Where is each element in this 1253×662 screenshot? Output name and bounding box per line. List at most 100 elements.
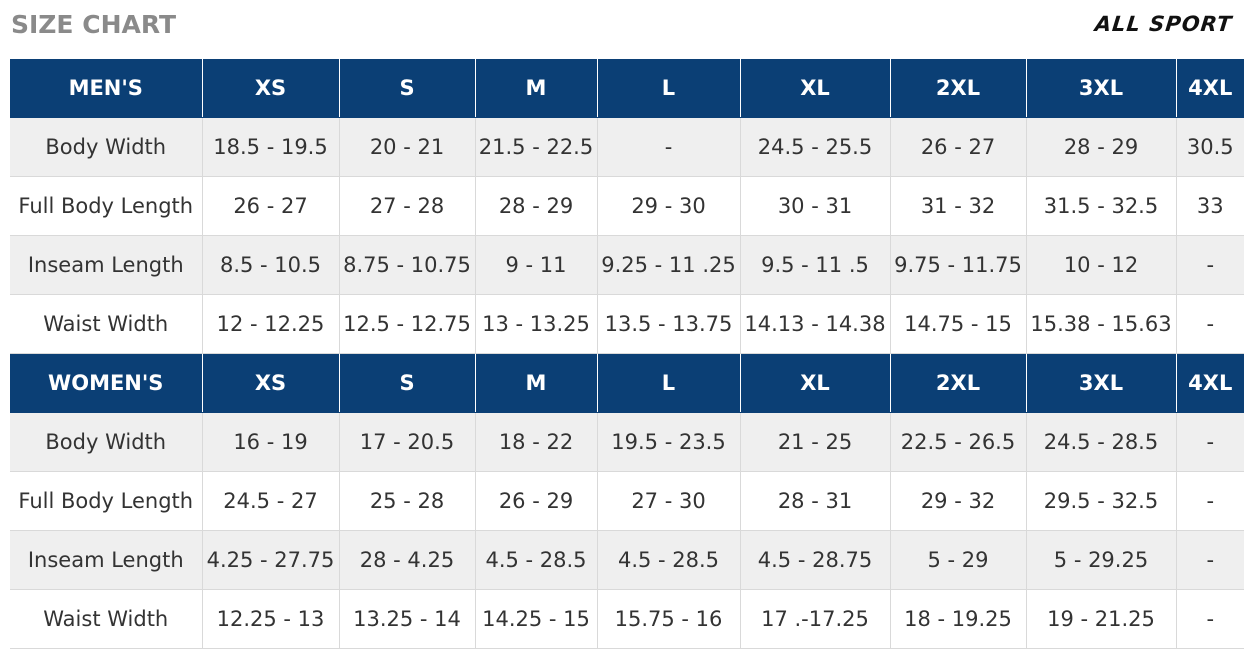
measurement-cell: 24.5 - 25.5 <box>740 117 891 177</box>
measurement-cell: 4.5 - 28.5 <box>597 530 741 590</box>
measurement-cell: 17 - 20.5 <box>339 412 476 472</box>
measurement-cell: 15.38 - 15.63 <box>1026 294 1177 354</box>
row-label: Inseam Length <box>10 235 203 295</box>
section-header-row: WOMEN'S XS S M L XL 2XL 3XL 4XL <box>10 353 1244 413</box>
measurement-cell: - <box>1176 412 1244 472</box>
measurement-cell: 33 <box>1176 176 1244 236</box>
measurement-cell: 18.5 - 19.5 <box>202 117 340 177</box>
measurement-cell: 5 - 29 <box>890 530 1027 590</box>
measurement-cell: 4.25 - 27.75 <box>202 530 340 590</box>
measurement-cell: 28 - 4.25 <box>339 530 476 590</box>
measurement-cell: 25 - 28 <box>339 471 476 531</box>
measurement-cell: 5 - 29.25 <box>1026 530 1177 590</box>
measurement-cell: 31.5 - 32.5 <box>1026 176 1177 236</box>
measurement-cell: 19.5 - 23.5 <box>597 412 741 472</box>
measurement-cell: 28 - 31 <box>740 471 891 531</box>
measurement-cell: 27 - 30 <box>597 471 741 531</box>
measurement-cell: 9.25 - 11 .25 <box>597 235 741 295</box>
table-row: Waist Width 12 - 12.25 12.5 - 12.75 13 - 13… <box>10 294 1244 354</box>
measurement-cell: 10 - 12 <box>1026 235 1177 295</box>
measurement-cell: 21.5 - 22.5 <box>475 117 598 177</box>
row-label: Waist Width <box>10 589 203 649</box>
measurement-cell: 13.5 - 13.75 <box>597 294 741 354</box>
size-header: M <box>475 353 598 413</box>
size-header: 4XL <box>1176 353 1244 413</box>
row-label: Inseam Length <box>10 530 203 590</box>
row-label: Body Width <box>10 117 203 177</box>
measurement-cell: - <box>597 117 741 177</box>
size-header: 2XL <box>890 353 1027 413</box>
measurement-cell: - <box>1176 589 1244 649</box>
brand-logo: ALL SPORT <box>1093 12 1234 36</box>
measurement-cell: 14.25 - 15 <box>475 589 598 649</box>
page-title: SIZE CHART <box>11 10 177 39</box>
measurement-cell: 27 - 28 <box>339 176 476 236</box>
table-row: Full Body Length 26 - 27 27 - 28 28 - 29 29 … <box>10 176 1244 236</box>
table-row: Waist Width 12.25 - 13 13.25 - 14 14.25 - 1… <box>10 589 1244 649</box>
measurement-cell: 12.25 - 13 <box>202 589 340 649</box>
measurement-cell: 26 - 27 <box>202 176 340 236</box>
measurement-cell: 28 - 29 <box>1026 117 1177 177</box>
measurement-cell: - <box>1176 294 1244 354</box>
measurement-cell: - <box>1176 530 1244 590</box>
size-header: L <box>597 353 741 413</box>
size-header: 4XL <box>1176 59 1244 118</box>
measurement-cell: 12 - 12.25 <box>202 294 340 354</box>
measurement-cell: 24.5 - 28.5 <box>1026 412 1177 472</box>
measurement-cell: 28 - 29 <box>475 176 598 236</box>
measurement-cell: 13 - 13.25 <box>475 294 598 354</box>
measurement-cell: - <box>1176 235 1244 295</box>
size-header: XS <box>202 353 340 413</box>
table-row: Inseam Length 4.25 - 27.75 28 - 4.25 4.5 - … <box>10 530 1244 590</box>
size-header: XL <box>740 353 891 413</box>
measurement-cell: 19 - 21.25 <box>1026 589 1177 649</box>
measurement-cell: 30.5 <box>1176 117 1244 177</box>
measurement-cell: 26 - 27 <box>890 117 1027 177</box>
measurement-cell: 14.75 - 15 <box>890 294 1027 354</box>
row-label: Body Width <box>10 412 203 472</box>
measurement-cell: 30 - 31 <box>740 176 891 236</box>
table-row: Inseam Length 8.5 - 10.5 8.75 - 10.75 9 - 1… <box>10 235 1244 295</box>
section-title: MEN'S <box>10 59 203 118</box>
measurement-cell: 9.75 - 11.75 <box>890 235 1027 295</box>
size-header: 3XL <box>1026 59 1177 118</box>
table-row: Full Body Length 24.5 - 27 25 - 28 26 - 29 2… <box>10 471 1244 531</box>
measurement-cell: 8.5 - 10.5 <box>202 235 340 295</box>
measurement-cell: 16 - 19 <box>202 412 340 472</box>
size-chart-body: MEN'S XS S M L XL 2XL 3XL 4XL Body Width 18.5 - 19… <box>10 59 1244 649</box>
measurement-cell: 18 - 19.25 <box>890 589 1027 649</box>
size-header: 3XL <box>1026 353 1177 413</box>
table-row: Body Width 18.5 - 19.5 20 - 21 21.5 - 22.5-… <box>10 117 1244 177</box>
measurement-cell: 18 - 22 <box>475 412 598 472</box>
measurement-cell: 17 .-17.25 <box>740 589 891 649</box>
measurement-cell: - <box>1176 471 1244 531</box>
measurement-cell: 4.5 - 28.75 <box>740 530 891 590</box>
measurement-cell: 9 - 11 <box>475 235 598 295</box>
size-header: XS <box>202 59 340 118</box>
measurement-cell: 15.75 - 16 <box>597 589 741 649</box>
size-header: M <box>475 59 598 118</box>
section-header-row: MEN'S XS S M L XL 2XL 3XL 4XL <box>10 59 1244 118</box>
measurement-cell: 22.5 - 26.5 <box>890 412 1027 472</box>
section-title: WOMEN'S <box>10 353 203 413</box>
measurement-cell: 8.75 - 10.75 <box>339 235 476 295</box>
size-header: XL <box>740 59 891 118</box>
size-header: L <box>597 59 741 118</box>
table-row: Body Width 16 - 19 17 - 20.5 18 - 22 19.5 - … <box>10 412 1244 472</box>
size-header: 2XL <box>890 59 1027 118</box>
measurement-cell: 29 - 30 <box>597 176 741 236</box>
measurement-cell: 12.5 - 12.75 <box>339 294 476 354</box>
measurement-cell: 4.5 - 28.5 <box>475 530 598 590</box>
row-label: Full Body Length <box>10 176 203 236</box>
size-header: S <box>339 353 476 413</box>
row-label: Full Body Length <box>10 471 203 531</box>
measurement-cell: 26 - 29 <box>475 471 598 531</box>
measurement-cell: 9.5 - 11 .5 <box>740 235 891 295</box>
measurement-cell: 24.5 - 27 <box>202 471 340 531</box>
measurement-cell: 21 - 25 <box>740 412 891 472</box>
measurement-cell: 29.5 - 32.5 <box>1026 471 1177 531</box>
measurement-cell: 13.25 - 14 <box>339 589 476 649</box>
measurement-cell: 29 - 32 <box>890 471 1027 531</box>
size-header: S <box>339 59 476 118</box>
measurement-cell: 31 - 32 <box>890 176 1027 236</box>
